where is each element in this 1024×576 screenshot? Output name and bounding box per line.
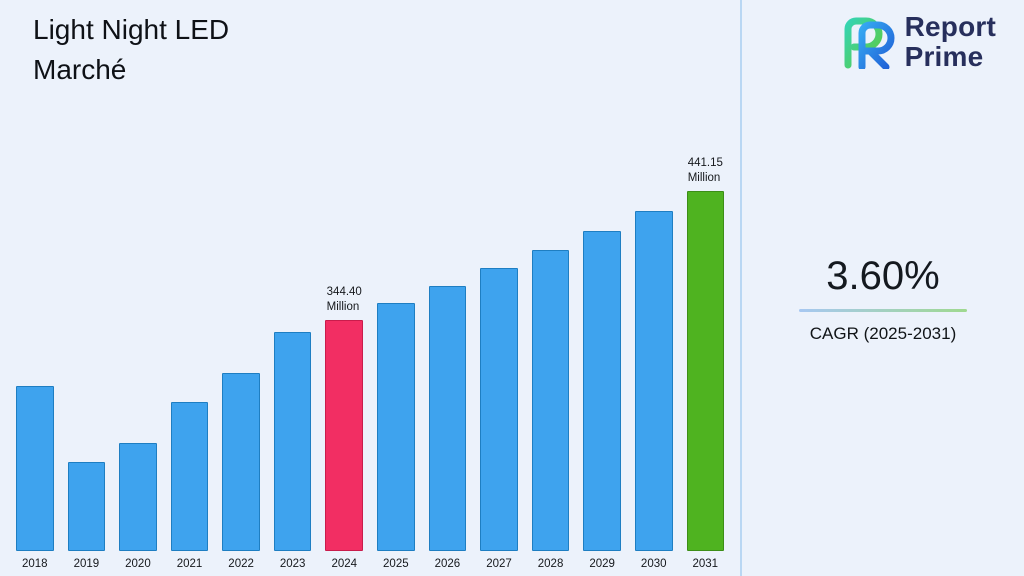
bar-2029: [583, 231, 621, 551]
bars: 2018 2019 2020 2021 2022 2023 344.40 Million 20…: [16, 156, 725, 570]
x-axis-label-2030: 2030: [640, 558, 667, 570]
bar-column-2031: 441.15 Million 2031: [686, 156, 725, 570]
bar-2019: [67, 462, 106, 551]
bar-2023: [273, 332, 312, 551]
bar-value-label-2024: 344.40 Million: [326, 286, 362, 314]
page-title-line2: Marché: [33, 54, 127, 86]
bar-value-label-2031: 441.15 Million: [687, 157, 723, 185]
bar-column-2024: 344.40 Million 2024: [325, 285, 364, 570]
brand-name: Report Prime: [904, 11, 996, 73]
bar-column-2019: 2019: [67, 462, 106, 570]
bar-2025: [377, 303, 415, 551]
brand-logo: Report Prime: [838, 11, 996, 73]
bar-2027: [480, 268, 518, 551]
bar-2020: [119, 443, 157, 551]
right-panel: Report Prime 3.60% CAGR (2025-2031): [740, 0, 1024, 576]
page-title-line1: Light Night LED: [33, 14, 230, 45]
bar-column-2026: 2026: [428, 286, 467, 570]
brand-name-line2: Prime: [904, 41, 984, 73]
bar-2021: [170, 402, 209, 551]
bar-column-2027: 2027: [480, 268, 518, 570]
x-axis-label-2020: 2020: [125, 558, 151, 570]
report-prime-logo-icon: [844, 17, 895, 70]
bar-column-2025: 2025: [377, 303, 415, 570]
page-title: Light Night LED Marché: [33, 10, 229, 90]
x-axis-label-2031: 2031: [692, 558, 719, 570]
x-axis-label-2026: 2026: [434, 558, 461, 570]
x-axis-label-2029: 2029: [589, 558, 615, 570]
stat-underline: [799, 309, 967, 312]
bar-2026: [428, 286, 467, 551]
bar-column-2021: 2021: [170, 402, 209, 570]
x-axis-label-2025: 2025: [383, 558, 409, 570]
bar-2030: [634, 211, 673, 551]
bar-column-2018: 2018: [16, 386, 54, 570]
bar-2028: [531, 250, 570, 551]
x-axis-label-2023: 2023: [279, 558, 306, 570]
bar-column-2020: 2020: [119, 443, 157, 570]
bar-2018: [16, 386, 54, 551]
cagr-label: CAGR (2025-2031): [809, 324, 957, 343]
x-axis-label-2027: 2027: [486, 558, 512, 570]
bar-column-2029: 2029: [583, 231, 621, 570]
brand-name-line1: Report: [904, 11, 996, 42]
cagr-value: 3.60%: [826, 254, 940, 298]
bar-column-2030: 2030: [634, 211, 673, 570]
bar-chart: 2018 2019 2020 2021 2022 2023 344.40 Million 20…: [16, 156, 725, 570]
bar-column-2022: 2022: [222, 373, 260, 570]
x-axis-label-2028: 2028: [537, 558, 564, 570]
bar-2031: [686, 191, 725, 551]
cagr-stat: 3.60% CAGR (2025-2031): [742, 254, 1024, 344]
bar-2022: [222, 373, 260, 551]
bar-column-2028: 2028: [531, 250, 570, 570]
x-axis-label-2024: 2024: [331, 558, 358, 570]
bar-column-2023: 2023: [273, 332, 312, 570]
x-axis-label-2022: 2022: [228, 558, 254, 570]
bar-2024: [325, 320, 364, 551]
x-axis-label-2019: 2019: [73, 558, 100, 570]
x-axis-label-2018: 2018: [21, 558, 48, 570]
x-axis-label-2021: 2021: [176, 558, 203, 570]
